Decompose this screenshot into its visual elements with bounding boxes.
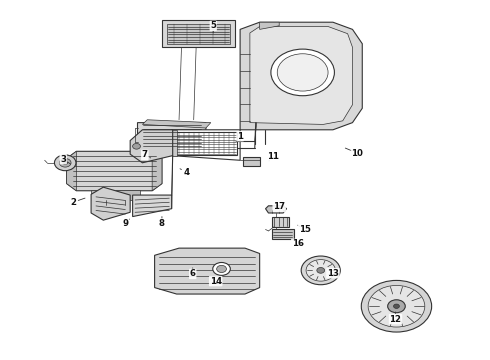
Polygon shape	[172, 130, 176, 156]
Bar	[167, 24, 230, 44]
Text: 3: 3	[60, 155, 66, 164]
Circle shape	[63, 161, 68, 165]
Polygon shape	[91, 187, 130, 220]
Circle shape	[388, 300, 405, 313]
Polygon shape	[152, 151, 162, 191]
Polygon shape	[133, 195, 172, 217]
Text: 15: 15	[299, 225, 311, 234]
Text: 16: 16	[292, 239, 304, 248]
Circle shape	[306, 260, 335, 281]
Text: 7: 7	[142, 150, 148, 159]
Polygon shape	[67, 151, 162, 191]
Text: 2: 2	[70, 198, 76, 207]
Text: 1: 1	[237, 132, 243, 141]
Text: 11: 11	[268, 152, 279, 161]
Text: 10: 10	[351, 149, 363, 158]
Circle shape	[59, 158, 71, 167]
Polygon shape	[240, 22, 362, 130]
Circle shape	[277, 54, 328, 91]
Polygon shape	[272, 217, 289, 226]
Circle shape	[217, 265, 226, 273]
Text: 5: 5	[210, 21, 216, 30]
Text: 8: 8	[159, 219, 165, 228]
Circle shape	[133, 143, 141, 149]
Text: 13: 13	[327, 269, 339, 278]
Polygon shape	[143, 120, 211, 128]
Polygon shape	[215, 265, 228, 273]
Text: 4: 4	[183, 168, 190, 177]
Bar	[175, 132, 237, 155]
Polygon shape	[243, 157, 260, 166]
Text: 12: 12	[390, 315, 401, 324]
Polygon shape	[67, 151, 76, 191]
Circle shape	[368, 285, 425, 327]
Circle shape	[54, 155, 76, 171]
Polygon shape	[138, 123, 206, 151]
Polygon shape	[250, 27, 352, 125]
Circle shape	[317, 267, 325, 273]
Polygon shape	[130, 130, 172, 163]
Polygon shape	[155, 248, 260, 294]
Text: 17: 17	[273, 202, 285, 211]
Polygon shape	[91, 190, 140, 200]
Text: 9: 9	[122, 219, 128, 228]
Polygon shape	[162, 21, 235, 47]
Polygon shape	[260, 22, 279, 30]
Text: 6: 6	[190, 269, 196, 278]
Polygon shape	[266, 206, 287, 213]
Text: 14: 14	[210, 276, 222, 285]
Circle shape	[393, 304, 399, 309]
Circle shape	[213, 262, 230, 275]
Circle shape	[271, 49, 334, 96]
Polygon shape	[172, 130, 240, 160]
Circle shape	[301, 256, 340, 285]
Circle shape	[361, 280, 432, 332]
Polygon shape	[272, 229, 294, 239]
